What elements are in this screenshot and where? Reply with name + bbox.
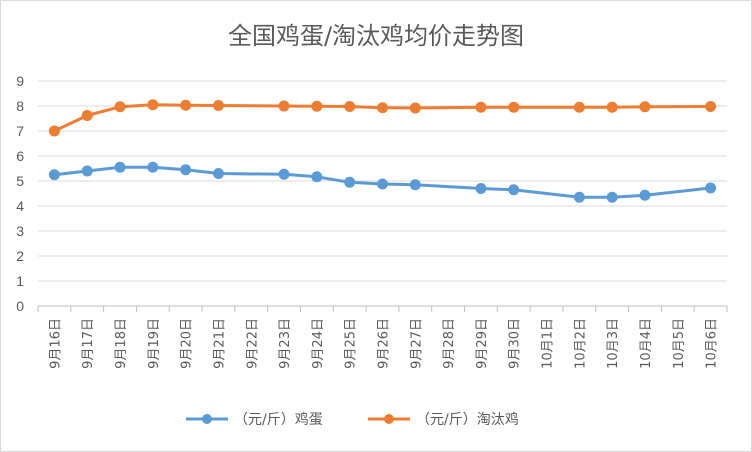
legend-marker [384,414,394,424]
data-point [48,169,60,181]
data-point [705,182,717,194]
y-tick-label: 8 [16,98,24,114]
legend-label: （元/斤）鸡蛋 [234,411,323,428]
x-tick-label: 10月5日 [672,318,687,369]
x-tick-label: 9月22日 [245,318,260,369]
legend-marker [202,414,212,424]
x-tick-label: 9月24日 [311,318,326,369]
data-point [705,101,717,112]
x-tick-label: 9月16日 [48,318,63,369]
data-point [573,191,585,203]
data-point [475,183,487,194]
data-point [147,161,159,173]
data-point [147,99,159,111]
x-tick-label: 9月23日 [278,318,293,369]
x-tick-label: 10月3日 [606,318,621,369]
legend-label: （元/斤）淘汰鸡 [416,411,519,428]
data-point [606,191,618,203]
data-point [311,171,323,183]
data-point [377,178,388,190]
x-tick-label: 9月26日 [377,318,392,369]
y-tick-label: 9 [16,73,24,89]
data-point [508,101,520,113]
data-point [311,100,323,112]
data-point [114,101,126,113]
x-tick-label: 9月28日 [442,318,457,369]
data-point [606,101,618,113]
data-point [180,99,192,111]
y-tick-label: 3 [16,223,24,239]
y-tick-label: 2 [16,248,24,264]
data-point [639,189,651,201]
x-tick-label: 9月19日 [147,318,162,369]
data-point [278,168,290,180]
x-tick-label: 9月20日 [180,318,195,369]
x-tick-label: 9月17日 [81,318,96,369]
data-point [573,101,585,113]
data-point [409,102,421,114]
x-tick-label: 9月25日 [344,318,359,369]
y-tick-label: 4 [16,198,24,214]
data-point [212,100,224,111]
data-point [344,101,356,112]
y-tick-label: 1 [16,273,24,289]
x-tick-label: 9月27日 [409,318,424,369]
data-point [212,168,224,179]
y-tick-label: 6 [16,148,24,164]
data-point [508,184,520,196]
y-tick-label: 0 [16,298,24,314]
x-tick-label: 10月1日 [541,318,556,369]
x-tick-label: 10月4日 [639,318,654,369]
data-point [409,179,421,191]
data-point [81,110,93,121]
x-tick-label: 9月21日 [212,318,227,369]
data-point [278,100,290,112]
y-tick-label: 5 [16,173,24,189]
data-point [344,176,356,188]
data-point [81,165,93,177]
data-point [114,161,126,173]
x-tick-label: 9月30日 [508,318,523,369]
y-tick-label: 7 [16,123,24,139]
data-point [639,101,651,113]
x-tick-label: 9月29日 [475,318,490,369]
data-point [48,125,60,137]
x-tick-label: 10月2日 [573,318,588,369]
data-point [180,164,192,176]
x-tick-label: 10月6日 [705,318,720,369]
data-point [475,101,487,113]
x-tick-label: 9月18日 [114,318,129,369]
chart-title: 全国鸡蛋/淘汰鸡均价走势图 [227,22,525,50]
data-point [377,102,388,114]
